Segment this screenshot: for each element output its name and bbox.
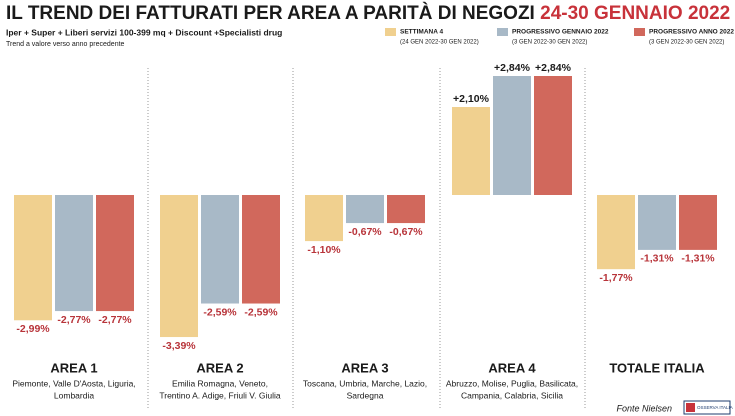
category-note: Sardegna [347, 390, 384, 400]
title-main: IL TREND DEI FATTURATI PER AREA A PARITÀ… [6, 2, 535, 24]
value-label: +2,10% [453, 93, 490, 105]
category-note: Emilia Romagna, Veneto, [172, 378, 268, 388]
legend-note: (3 GEN 2022-30 GEN 2022) [512, 40, 587, 46]
bar [534, 76, 572, 195]
value-label: -1,31% [681, 253, 715, 265]
chart-title: IL TREND DEI FATTURATI PER AREA A PARITÀ… [6, 2, 730, 24]
value-label: +2,84% [494, 62, 531, 74]
category-label: AREA 1 [50, 360, 97, 375]
value-label: -2,59% [203, 306, 237, 318]
value-label: -2,59% [244, 306, 278, 318]
bar [201, 195, 239, 304]
category-note: Trentino A. Adige, Friuli V. Giulia [159, 390, 281, 400]
value-label: -3,39% [162, 340, 196, 352]
value-label: -1,10% [307, 244, 341, 256]
legend-note: (24 GEN 2022-30 GEN 2022) [400, 40, 479, 46]
category-label: AREA 3 [341, 360, 388, 375]
category-note: Campania, Calabria, Sicilia [461, 390, 563, 400]
legend-swatch [634, 28, 645, 36]
category-note: Piemonte, Valle D'Aosta, Liguria, [12, 378, 135, 388]
bar [387, 195, 425, 224]
legend-label: PROGRESSIVO GENNAIO 2022 [512, 29, 609, 36]
bar [55, 195, 93, 312]
value-label: -2,99% [16, 323, 50, 335]
title-highlight: 24-30 GENNAIO 2022 [540, 3, 730, 24]
legend-swatch [497, 28, 508, 36]
logo: OSSERVA ITALIA [697, 405, 733, 410]
legend-label: SETTIMANA 4 [400, 29, 443, 36]
value-label: -0,67% [389, 226, 423, 238]
category-note: Lombardia [54, 390, 94, 400]
bar [679, 195, 717, 250]
bar [493, 76, 531, 195]
value-label: -0,67% [348, 226, 382, 238]
legend-note: (3 GEN 2022-30 GEN 2022) [649, 40, 724, 46]
bar [452, 107, 490, 195]
category-label: TOTALE ITALIA [609, 360, 705, 375]
value-label: +2,84% [535, 62, 572, 74]
bar [160, 195, 198, 338]
logo-box [683, 400, 731, 415]
source: Fonte Nielsen [616, 403, 672, 413]
value-label: -2,77% [98, 314, 132, 326]
bar [346, 195, 384, 224]
bar [597, 195, 635, 270]
category-label: AREA 4 [488, 360, 536, 375]
category-label: AREA 2 [196, 360, 243, 375]
category-note: Toscana, Umbria, Marche, Lazio, [303, 378, 427, 388]
legend-swatch [385, 28, 396, 36]
bar [14, 195, 52, 321]
bar [638, 195, 676, 250]
subtitle-note: Trend a valore verso anno precedente [6, 41, 125, 48]
bar [96, 195, 134, 312]
value-label: -1,77% [599, 272, 633, 284]
value-label: -2,77% [57, 314, 91, 326]
value-label: -1,31% [640, 253, 674, 265]
subtitle: Iper + Super + Liberi servizi 100-399 mq… [6, 27, 282, 37]
bar [242, 195, 280, 304]
legend-label: PROGRESSIVO ANNO 2022 [649, 29, 734, 36]
bar [305, 195, 343, 242]
category-note: Abruzzo, Molise, Puglia, Basilicata, [446, 378, 578, 388]
logo-icon [686, 403, 695, 412]
